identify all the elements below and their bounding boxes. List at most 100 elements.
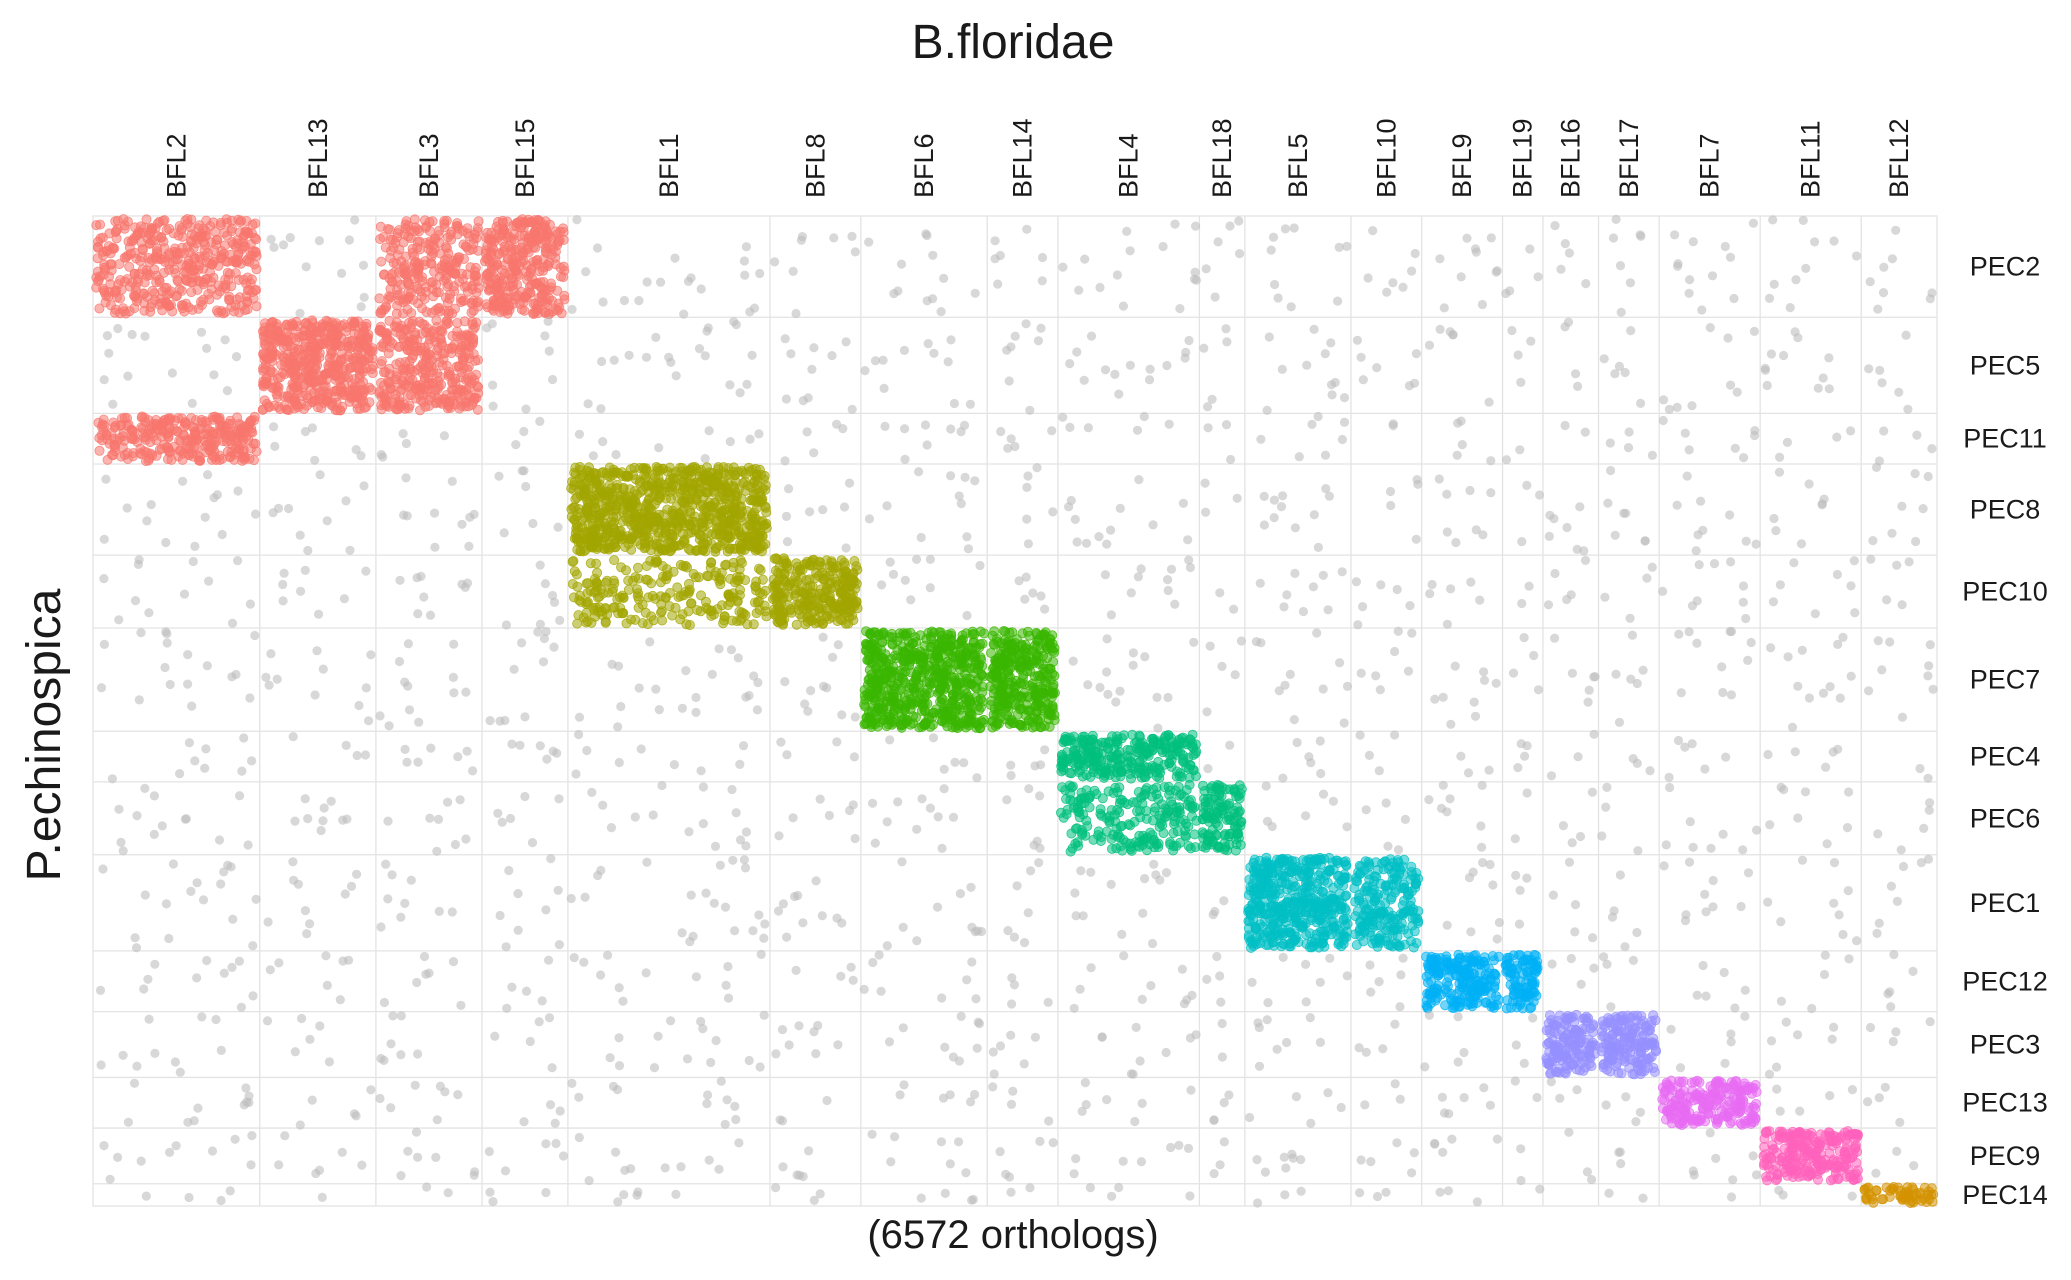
ortholog-point [711,547,720,556]
background-point [1006,342,1015,351]
background-point [1032,463,1041,472]
background-point [656,278,665,287]
ortholog-point [280,370,289,379]
background-point [223,386,232,395]
ortholog-point [463,287,472,296]
background-point [654,443,663,452]
background-point [189,557,198,566]
background-point [302,262,311,271]
background-point [922,231,931,240]
ortholog-point [641,575,650,584]
ortholog-point [443,316,452,325]
background-point [789,267,798,276]
ortholog-point [196,456,205,465]
ortholog-point [136,256,145,265]
background-point [1407,267,1416,276]
background-point [880,384,889,393]
ortholog-point [166,287,175,296]
background-point [1610,369,1619,378]
ortholog-point [94,237,103,246]
background-point [1516,378,1525,387]
background-point [687,273,696,282]
ortholog-point [398,309,407,318]
ortholog-point [780,556,789,565]
background-point [834,640,843,649]
background-point [502,620,511,629]
background-point [818,505,827,514]
ortholog-point [717,568,726,577]
background-point [533,627,542,636]
background-point [1891,226,1900,235]
background-point [1386,487,1395,496]
ortholog-point [934,689,943,698]
ortholog-point [127,434,136,443]
background-point [280,569,289,578]
background-point [1723,333,1732,342]
background-point [1466,578,1475,587]
background-point [1425,341,1434,350]
ortholog-point [186,236,195,245]
background-point [1101,570,1110,579]
background-point [1765,294,1774,303]
background-point [840,502,849,511]
background-point [1440,303,1449,312]
background-point [1561,421,1570,430]
background-point [745,307,754,316]
ortholog-point [686,521,695,530]
background-point [882,501,891,510]
background-point [1058,413,1067,422]
background-point [1866,555,1875,564]
ortholog-point [897,721,906,730]
background-point [352,445,361,454]
background-point [1769,514,1778,523]
background-point [1110,370,1119,379]
ortholog-point [392,233,401,242]
ortholog-point [467,379,476,388]
background-point [939,274,948,283]
background-point [1846,581,1855,590]
ortholog-point [899,629,908,638]
background-point [1626,326,1635,335]
background-point [1234,216,1243,225]
ortholog-point [878,653,887,662]
background-point [780,677,789,686]
background-point [1411,249,1420,258]
ortholog-point [590,574,599,583]
background-point [1353,620,1362,629]
ortholog-point [624,576,633,585]
background-point [430,543,439,552]
background-point [1624,443,1633,452]
background-point [1897,502,1906,511]
ortholog-point [760,601,769,610]
background-point [140,332,149,341]
background-point [1291,523,1300,532]
ortholog-point [273,387,282,396]
ortholog-point [470,323,479,332]
background-point [316,470,325,479]
background-point [250,631,259,640]
background-point [1550,221,1559,230]
ortholog-point [243,286,252,295]
ortholog-point [157,233,166,242]
ortholog-point [758,495,767,504]
background-point [413,609,422,618]
ortholog-point [368,344,377,353]
ortholog-point [898,642,907,651]
background-point [1278,365,1287,374]
background-point [227,672,236,681]
background-point [807,365,816,374]
ortholog-point [634,589,643,598]
background-point [1832,433,1841,442]
ortholog-point [647,612,656,621]
ortholog-point [463,224,472,233]
ortholog-point [214,281,223,290]
background-point [536,561,545,570]
background-point [736,388,745,397]
background-point [926,555,935,564]
background-point [1071,515,1080,524]
background-point [1475,596,1484,605]
background-point [906,595,915,604]
background-point [545,347,554,356]
background-point [461,583,470,592]
ortholog-point [483,280,492,289]
